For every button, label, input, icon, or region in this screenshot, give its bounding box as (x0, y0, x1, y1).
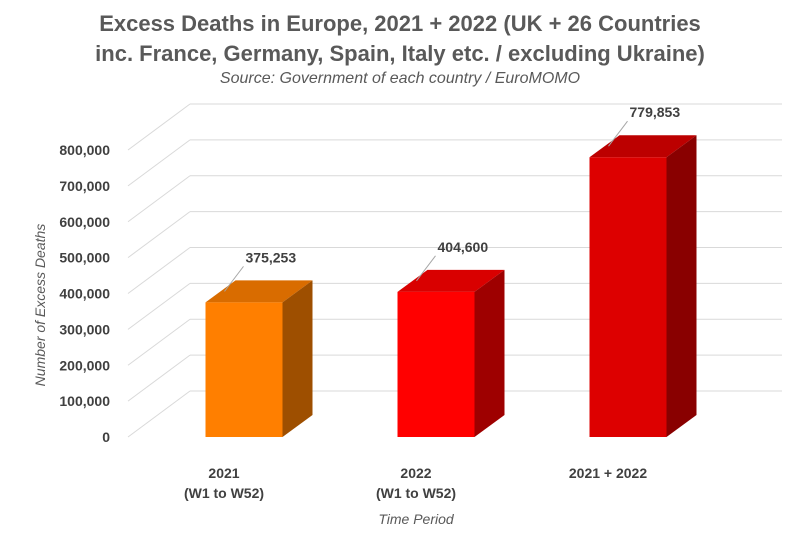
chart-subtitle: Source: Government of each country / Eur… (219, 70, 581, 87)
bar (397, 291, 475, 437)
bar (589, 157, 667, 438)
y-tick-label: 500,000 (59, 250, 110, 266)
y-tick-label: 600,000 (59, 214, 110, 230)
x-tick-label: 2022 (400, 465, 431, 481)
data-label-leader (224, 266, 244, 292)
bar-top (589, 135, 697, 158)
data-label: 404,600 (438, 239, 489, 255)
data-label-leader (608, 120, 628, 147)
bar-top (397, 269, 505, 292)
bar-side (666, 135, 697, 438)
chart-title-line-2: inc. France, Germany, Spain, Italy etc. … (95, 41, 705, 66)
gridline-side (127, 247, 191, 294)
y-axis-label: Number of Excess Deaths (32, 224, 48, 387)
gridline-side (127, 390, 191, 438)
y-tick-label: 200,000 (59, 357, 110, 373)
bar (205, 302, 283, 437)
y-tick-label: 100,000 (59, 393, 110, 409)
x-tick-label: (W1 to W52) (184, 485, 264, 501)
x-tick-label: (W1 to W52) (376, 485, 456, 501)
x-axis-label: Time Period (378, 511, 455, 527)
gridline-side (127, 103, 191, 151)
y-tick-label: 700,000 (59, 178, 110, 194)
x-tick-label: 2021 (208, 465, 239, 481)
gridline-side (127, 175, 191, 223)
x-tick-label: 2021 + 2022 (569, 465, 647, 481)
data-label: 375,253 (246, 249, 297, 265)
y-tick-label: 300,000 (59, 321, 110, 337)
y-tick-label: 800,000 (59, 142, 110, 158)
chart-title-line-1: Excess Deaths in Europe, 2021 + 2022 (UK… (99, 11, 701, 36)
gridline-side (127, 211, 191, 259)
bar-top (205, 280, 313, 303)
gridline-side (127, 354, 191, 402)
y-tick-label: 400,000 (59, 286, 110, 302)
bar-side (282, 280, 313, 437)
data-label-leader (416, 255, 436, 282)
gridline-side (127, 318, 191, 366)
y-tick-label: 0 (102, 429, 110, 445)
gridline-side (127, 139, 191, 187)
data-label: 779,853 (630, 104, 681, 120)
gridline-side (127, 282, 191, 330)
bar-side (474, 269, 505, 437)
